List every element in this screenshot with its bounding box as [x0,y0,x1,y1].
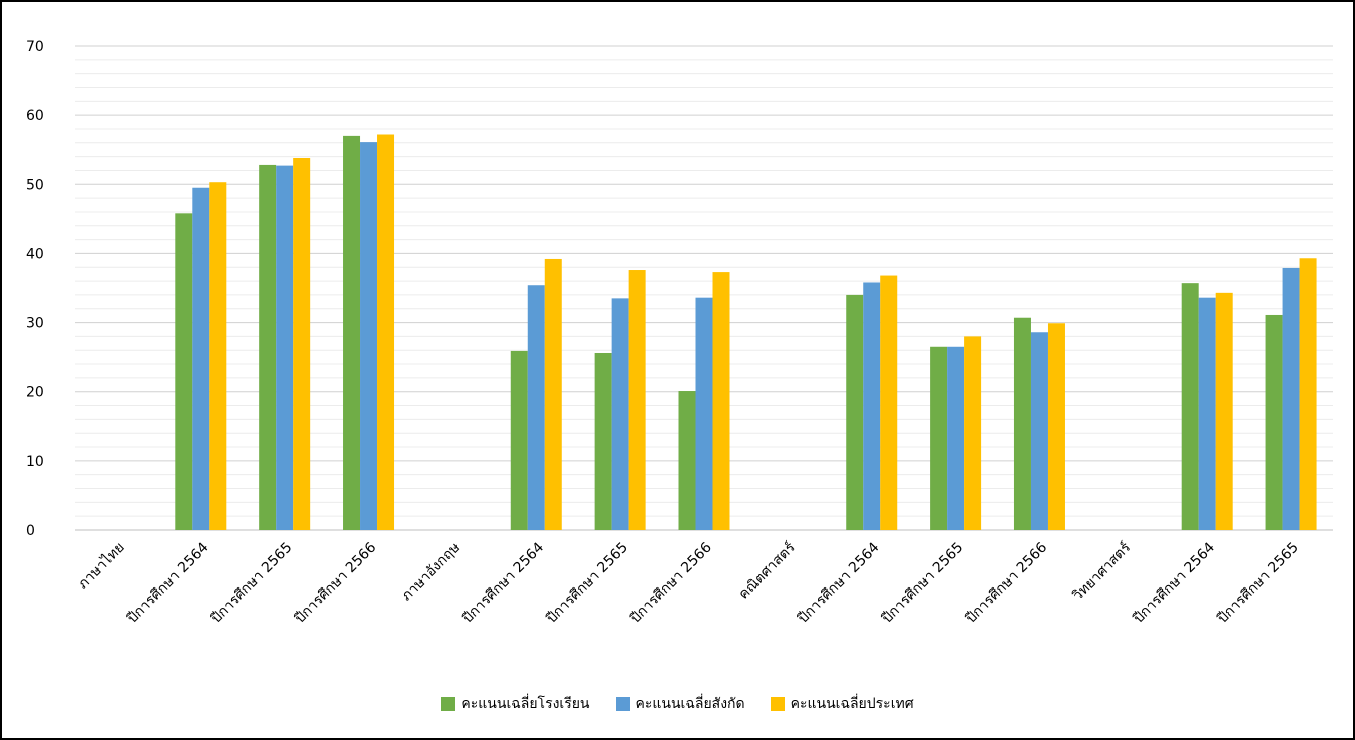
y-tick-label: 50 [26,177,44,193]
bar [880,275,898,530]
bar [259,164,277,530]
x-tick-label: ปีการศึกษา 2564 [1131,539,1219,627]
x-tick-label: ปีการศึกษา 2564 [795,539,883,627]
y-tick-label: 30 [26,316,44,332]
y-tick-label: 40 [26,246,44,262]
bar [947,346,965,530]
legend-item: คะแนนเฉลี่ยโรงเรียน [441,693,590,715]
x-tick-label: ปีการศึกษา 2565 [1214,540,1302,628]
bar [1013,317,1031,530]
y-tick-label: 60 [26,108,44,124]
bars [175,134,1317,531]
x-tick-label: ภาษาไทย [74,539,127,592]
bar [544,258,562,530]
bar [377,134,395,530]
x-tick-label: ภาษาอังกฤษ [398,540,463,605]
bar [628,270,646,530]
bar [846,294,864,530]
legend-item: คะแนนเฉลี่ยสังกัด [615,693,745,715]
x-tick-label: ปีการศึกษา 2565 [208,540,296,628]
bar [175,213,193,530]
bar [712,272,730,530]
bar [276,165,294,531]
bar [863,282,881,530]
legend: คะแนนเฉลี่ยโรงเรียน คะแนนเฉลี่ยสังกัด คะแน… [0,693,1355,715]
legend-label: คะแนนเฉลี่ยประเทศ [790,696,914,712]
bar [209,182,227,530]
bar [695,297,713,530]
x-tick-label: ปีการศึกษา 2564 [460,539,548,627]
bar [678,391,696,530]
legend-item: คะแนนเฉลี่ยประเทศ [770,693,914,715]
bar [1215,292,1233,530]
legend-swatch [441,697,456,711]
x-tick-label: ปีการศึกษา 2565 [879,540,967,628]
x-tick-label: ปีการศึกษา 2566 [963,539,1051,627]
bar [343,135,361,530]
y-tick-label: 20 [26,385,44,401]
legend-label: คะแนนเฉลี่ยโรงเรียน [461,696,590,712]
bar [1299,258,1317,530]
bar [1265,314,1283,530]
bar [1198,297,1216,530]
x-tick-label: คณิตศาสตร์ [735,538,799,602]
bar [1181,283,1199,530]
bar [611,298,629,530]
legend-swatch [770,697,785,711]
bar [1030,332,1048,530]
x-tick-label: ปีการศึกษา 2564 [124,539,212,627]
x-tick-label: ปีการศึกษา 2566 [627,539,715,627]
y-tick-label: 10 [26,454,44,470]
bar [594,352,612,530]
bar [1282,267,1300,530]
x-tick-label: วิทยาศาสตร์ [1069,538,1135,604]
y-axis-ticks: 0 10 20 30 40 50 60 70 [26,39,44,539]
x-tick-label: ปีการศึกษา 2566 [292,539,380,627]
bar [930,346,948,530]
legend-label: คะแนนเฉลี่ยสังกัด [635,696,745,712]
legend-swatch [615,697,630,711]
y-tick-label: 0 [26,523,35,539]
bar [964,336,982,530]
bar [527,285,545,530]
y-tick-label: 70 [26,39,44,55]
x-tick-label: ปีการศึกษา 2565 [543,540,631,628]
bar [510,350,528,530]
bar [360,142,378,530]
bar [293,158,311,531]
bar [192,187,210,530]
bar [1047,323,1065,530]
